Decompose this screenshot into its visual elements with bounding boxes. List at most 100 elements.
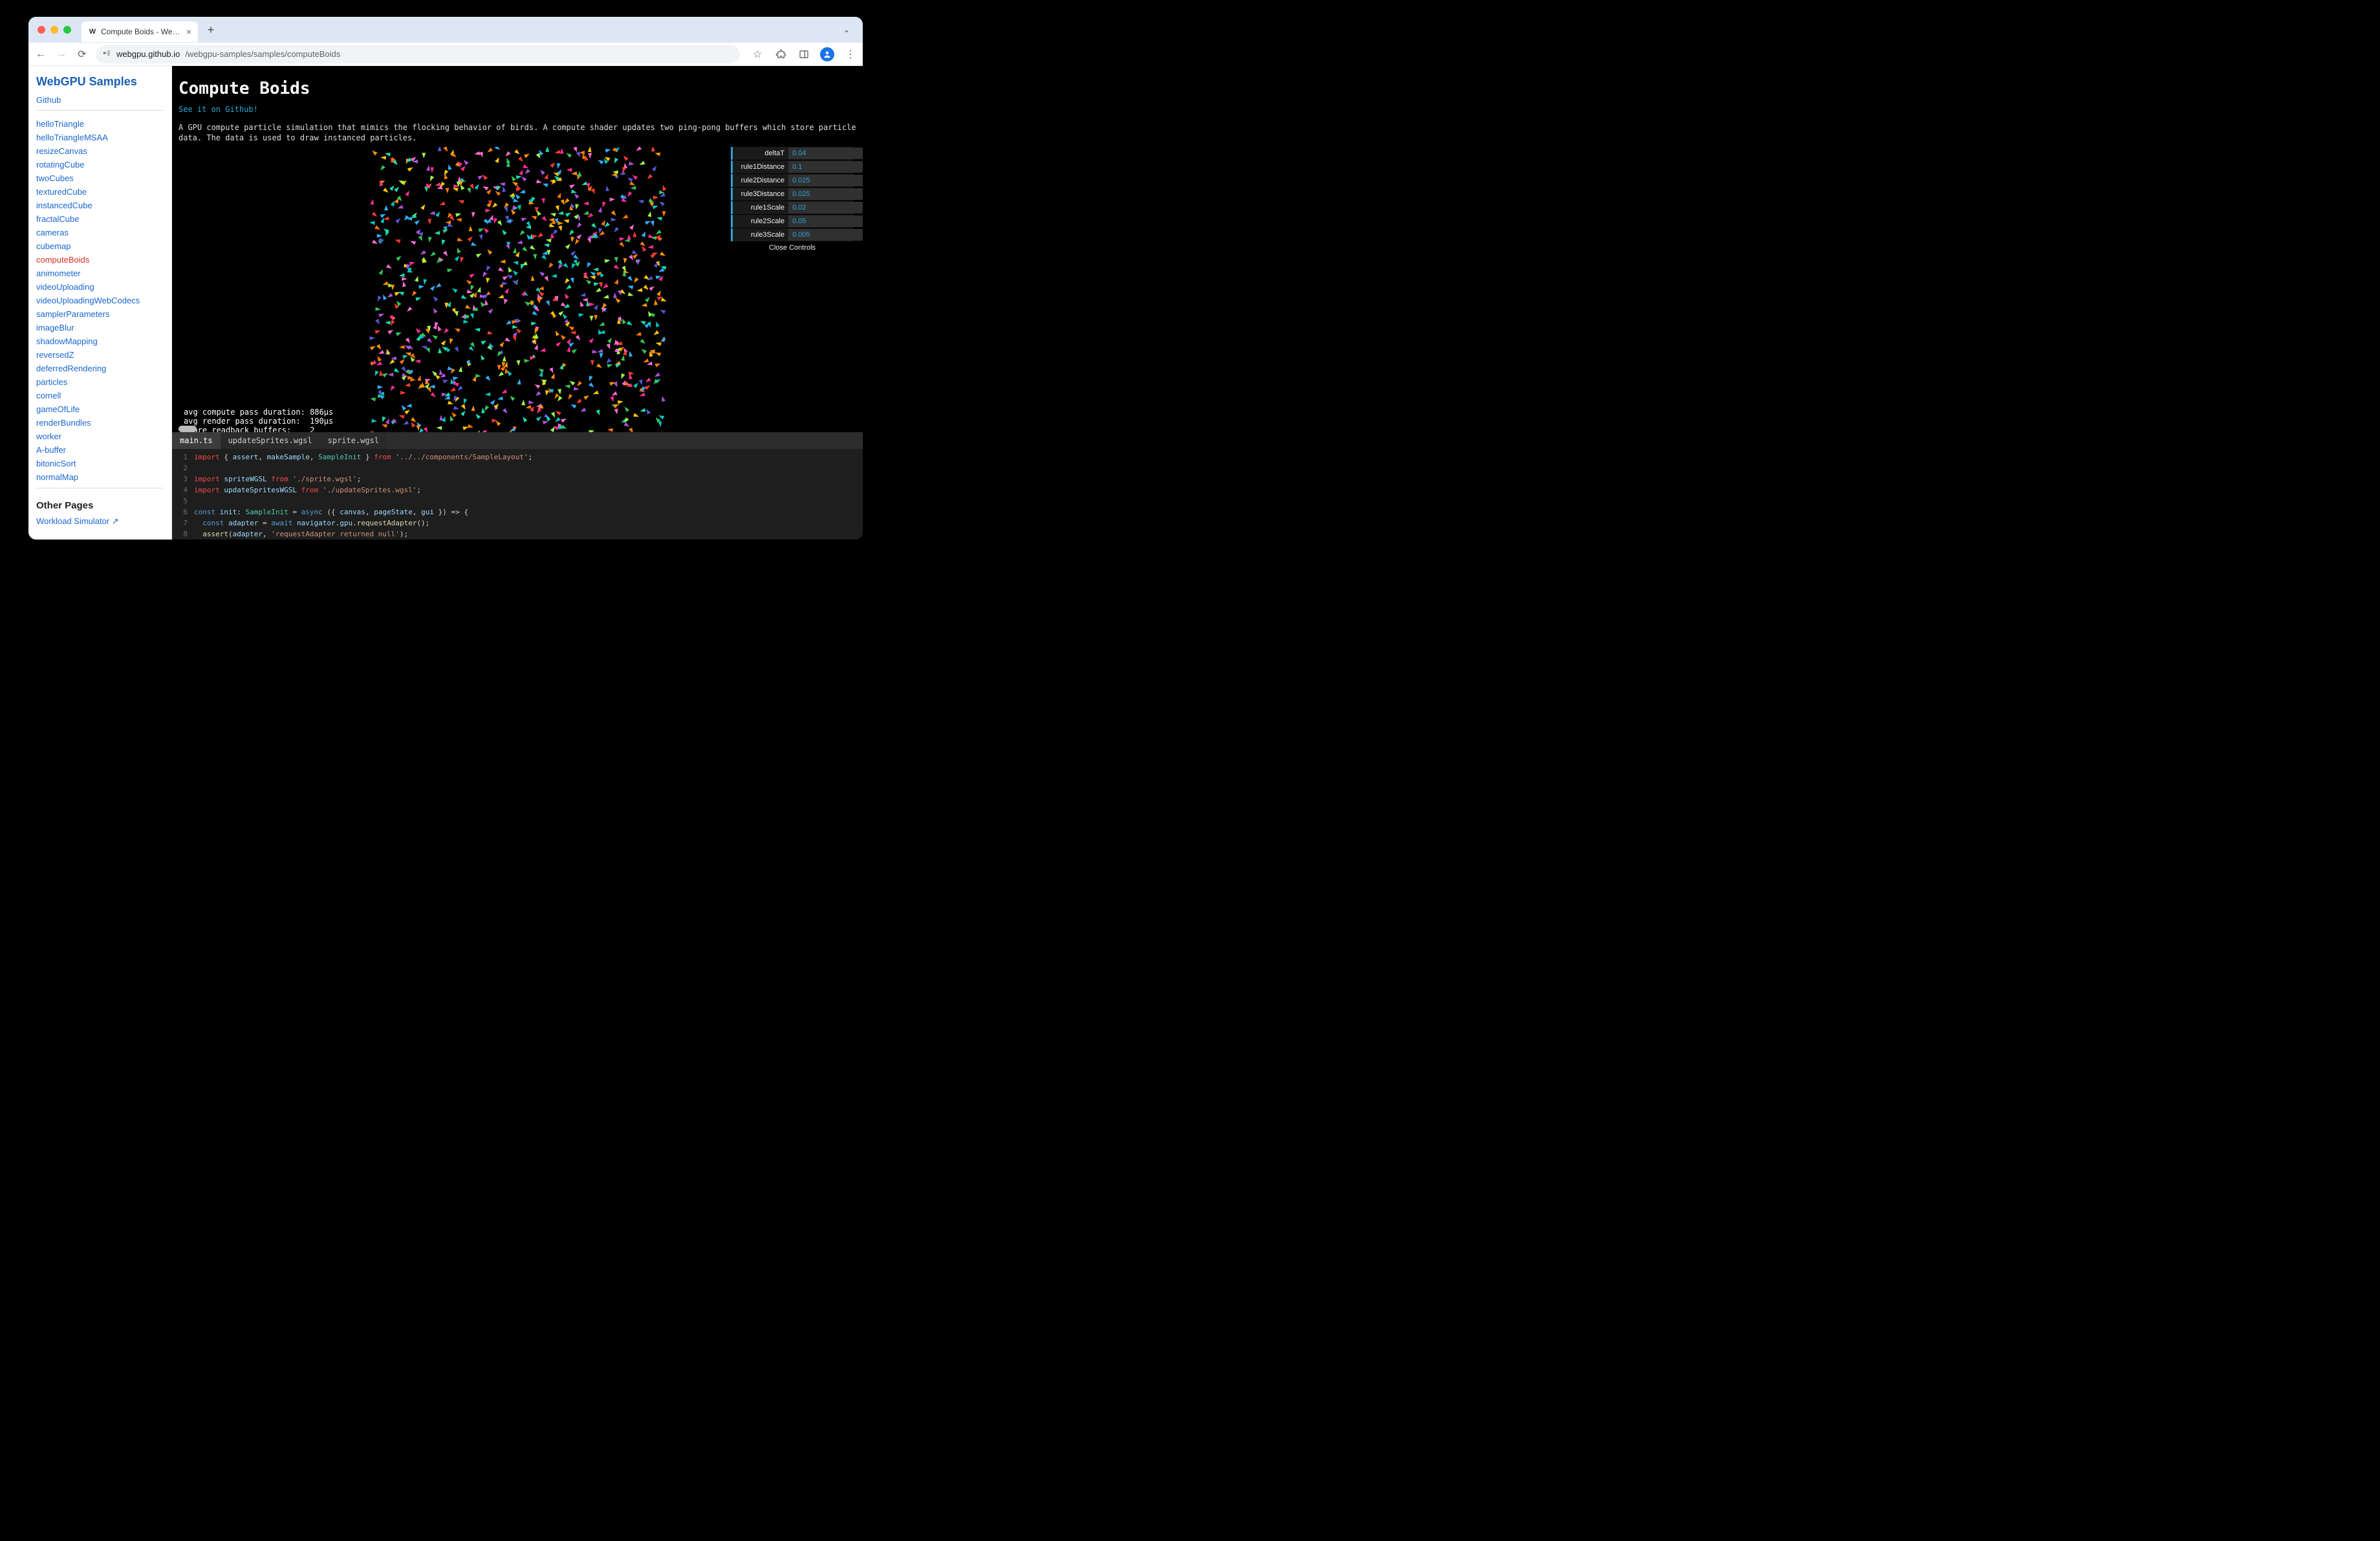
sidebar-item-worker[interactable]: worker xyxy=(36,430,164,443)
gui-label: rule2Scale xyxy=(733,218,788,225)
app-title: WebGPU Samples xyxy=(36,75,164,89)
page-content: WebGPU Samples Github helloTrianglehello… xyxy=(28,66,863,540)
gui-value-input[interactable] xyxy=(788,188,863,200)
url-path: /webgpu-samples/samples/computeBoids xyxy=(185,49,340,59)
source-code-panel: main.tsupdateSprites.wgslsprite.wgsl 1im… xyxy=(172,432,863,540)
window-traffic-lights xyxy=(38,26,71,34)
sidebar-item-helloTriangleMSAA[interactable]: helloTriangleMSAA xyxy=(36,131,164,144)
sidebar-item-cameras[interactable]: cameras xyxy=(36,226,164,239)
tab-favicon: W xyxy=(88,27,97,36)
gui-row-rule2Distance: rule2Distance xyxy=(731,174,854,187)
sidebar-item-videoUploadingWebCodecs[interactable]: videoUploadingWebCodecs xyxy=(36,294,164,307)
sidebar-item-imageBlur[interactable]: imageBlur xyxy=(36,321,164,334)
see-on-github-link[interactable]: See it on Github! xyxy=(172,105,258,114)
tab-strip: W Compute Boids - WebGPU S… × + ⌄ xyxy=(28,17,863,43)
sidebar-item-shadowMapping[interactable]: shadowMapping xyxy=(36,334,164,348)
forward-button[interactable]: → xyxy=(54,47,69,61)
sidebar-item-particles[interactable]: particles xyxy=(36,375,164,389)
profile-avatar[interactable] xyxy=(820,47,834,61)
bookmark-icon[interactable]: ☆ xyxy=(750,47,764,61)
gui-value-input[interactable] xyxy=(788,175,863,186)
browser-toolbar: ← → ⟳ webgpu.github.io/webgpu-samples/sa… xyxy=(28,43,863,66)
gui-row-rule3Distance: rule3Distance xyxy=(731,188,854,201)
gui-label: rule2Distance xyxy=(733,177,788,184)
code-panel-drag-handle[interactable] xyxy=(178,426,197,432)
stage-area: avg compute pass duration: 886µs avg ren… xyxy=(172,147,863,444)
browser-tab[interactable]: W Compute Boids - WebGPU S… × xyxy=(81,21,198,42)
code-body: 1import { assert, makeSample, SampleInit… xyxy=(172,449,863,540)
sidebar-item-samplerParameters[interactable]: samplerParameters xyxy=(36,307,164,321)
sidebar-item-bitonicSort[interactable]: bitonicSort xyxy=(36,457,164,470)
dat-gui-panel: deltaT rule1Distance rule2Distance rule3Dis… xyxy=(731,147,854,254)
code-line: 5 xyxy=(172,496,863,507)
sidebar-item-gameOfLife[interactable]: gameOfLife xyxy=(36,402,164,416)
code-line: 6const init: SampleInit = async ({ canva… xyxy=(172,507,863,518)
other-pages-heading: Other Pages xyxy=(36,500,164,511)
gui-row-rule1Scale: rule1Scale xyxy=(731,201,854,214)
sidebar-item-instancedCube[interactable]: instancedCube xyxy=(36,199,164,212)
gui-row-rule1Distance: rule1Distance xyxy=(731,160,854,173)
sidebar-item-renderBundles[interactable]: renderBundles xyxy=(36,416,164,430)
gui-value-input[interactable] xyxy=(788,215,863,227)
sidebar: WebGPU Samples Github helloTrianglehello… xyxy=(28,66,172,540)
code-line: 3import spriteWGSL from './sprite.wgsl'; xyxy=(172,474,863,485)
code-line: 4import updateSpritesWGSL from './update… xyxy=(172,485,863,496)
file-tab-updateSprites-wgsl[interactable]: updateSprites.wgsl xyxy=(221,432,320,449)
file-tabs: main.tsupdateSprites.wgslsprite.wgsl xyxy=(172,432,863,449)
sidebar-item-videoUploading[interactable]: videoUploading xyxy=(36,280,164,294)
sidebar-item-computeBoids[interactable]: computeBoids xyxy=(36,253,164,267)
gui-value-input[interactable] xyxy=(788,148,863,159)
sidebar-item-cornell[interactable]: cornell xyxy=(36,389,164,402)
address-bar[interactable]: webgpu.github.io/webgpu-samples/samples/… xyxy=(96,45,740,63)
sidebar-item-fractalCube[interactable]: fractalCube xyxy=(36,212,164,226)
sidebar-item-twoCubes[interactable]: twoCubes xyxy=(36,171,164,185)
gui-value-input[interactable] xyxy=(788,202,863,213)
gui-row-rule2Scale: rule2Scale xyxy=(731,215,854,228)
sidebar-item-cubemap[interactable]: cubemap xyxy=(36,239,164,253)
kebab-menu-icon[interactable]: ⋮ xyxy=(843,47,858,61)
reload-button[interactable]: ⟳ xyxy=(75,47,89,61)
gui-label: rule3Distance xyxy=(733,191,788,198)
code-line: 1import { assert, makeSample, SampleInit… xyxy=(172,452,863,463)
sidebar-item-normalMap[interactable]: normalMap xyxy=(36,470,164,484)
sidebar-item-helloTriangle[interactable]: helloTriangle xyxy=(36,117,164,131)
github-link[interactable]: Github xyxy=(36,95,164,105)
samples-nav-list: helloTrianglehelloTriangleMSAAresizeCanv… xyxy=(36,117,164,484)
gui-close-controls[interactable]: Close Controls xyxy=(731,242,854,254)
gui-label: rule1Scale xyxy=(733,204,788,212)
sample-description: A GPU compute particle simulation that m… xyxy=(172,115,863,147)
browser-window: W Compute Boids - WebGPU S… × + ⌄ ← → ⟳ … xyxy=(28,17,863,540)
file-tab-sprite-wgsl[interactable]: sprite.wgsl xyxy=(320,432,387,449)
sidebar-item-rotatingCube[interactable]: rotatingCube xyxy=(36,158,164,171)
gui-value-input[interactable] xyxy=(788,229,863,241)
side-panel-icon[interactable] xyxy=(797,47,811,61)
stats-overlay: avg compute pass duration: 886µs avg ren… xyxy=(184,408,333,435)
url-host: webgpu.github.io xyxy=(116,49,180,59)
gui-label: deltaT xyxy=(733,150,788,157)
gui-row-deltaT: deltaT xyxy=(731,147,854,160)
file-tab-main-ts[interactable]: main.ts xyxy=(172,432,221,449)
sidebar-item-animometer[interactable]: animometer xyxy=(36,267,164,280)
code-line: 2 xyxy=(172,463,863,474)
sidebar-item-A-buffer[interactable]: A-buffer xyxy=(36,443,164,457)
code-line: 7 const adapter = await navigator.gpu.re… xyxy=(172,518,863,529)
sidebar-item-texturedCube[interactable]: texturedCube xyxy=(36,185,164,199)
gui-label: rule3Scale xyxy=(733,232,788,239)
gui-value-input[interactable] xyxy=(788,161,863,173)
sidebar-item-reversedZ[interactable]: reversedZ xyxy=(36,348,164,362)
tabs-dropdown-button[interactable]: ⌄ xyxy=(838,21,855,38)
maximize-window-button[interactable] xyxy=(63,26,71,34)
workload-simulator-link[interactable]: Workload Simulator ↗ xyxy=(36,516,119,526)
new-tab-button[interactable]: + xyxy=(202,21,220,39)
close-tab-icon[interactable]: × xyxy=(186,27,191,37)
site-info-icon[interactable] xyxy=(102,49,111,60)
simulation-canvas xyxy=(366,147,670,439)
minimize-window-button[interactable] xyxy=(50,26,58,34)
sidebar-item-resizeCanvas[interactable]: resizeCanvas xyxy=(36,144,164,158)
back-button[interactable]: ← xyxy=(34,47,48,61)
page-title: Compute Boids xyxy=(172,66,863,102)
sidebar-item-deferredRendering[interactable]: deferredRendering xyxy=(36,362,164,375)
close-window-button[interactable] xyxy=(38,26,45,34)
sidebar-divider xyxy=(36,110,164,111)
extensions-icon[interactable] xyxy=(774,47,788,61)
